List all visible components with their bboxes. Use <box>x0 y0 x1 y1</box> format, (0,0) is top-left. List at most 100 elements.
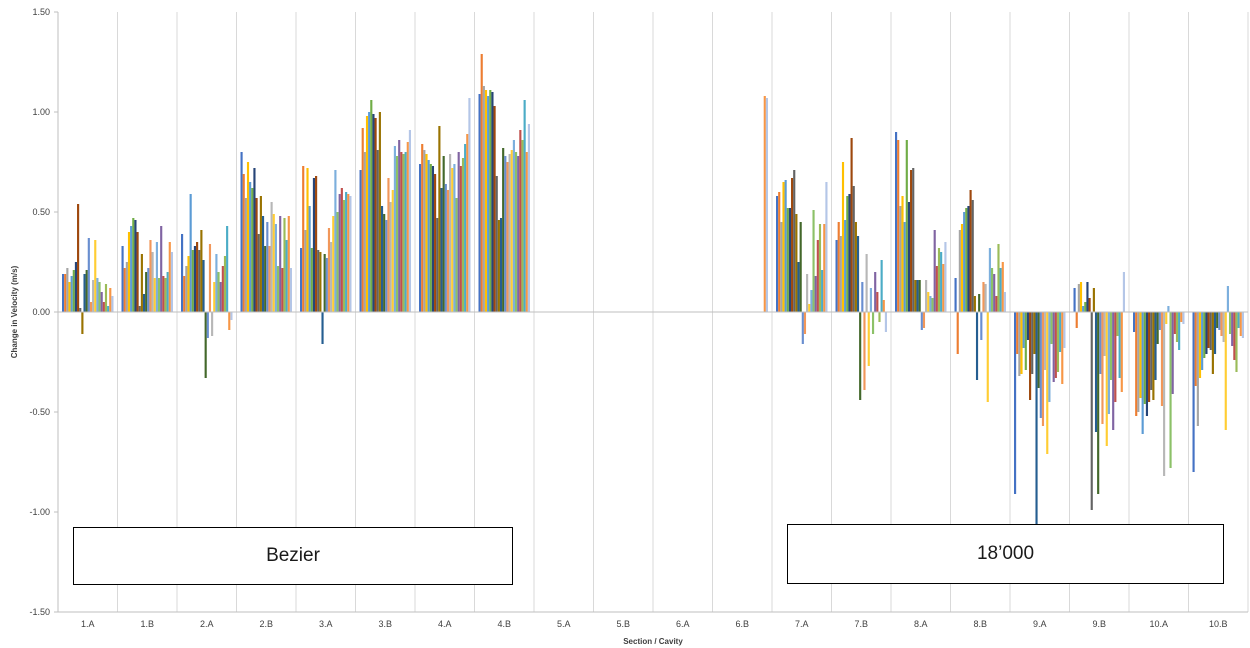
bar <box>1092 288 1095 312</box>
bar <box>162 276 165 312</box>
bar <box>157 278 161 312</box>
bar <box>230 312 233 320</box>
bar <box>160 226 163 312</box>
bar <box>521 140 524 312</box>
bar <box>1152 312 1155 400</box>
bar <box>491 92 494 312</box>
bar <box>164 278 167 312</box>
bar <box>1203 312 1206 358</box>
bar <box>765 98 768 312</box>
bar <box>1003 292 1006 312</box>
bar <box>922 312 926 328</box>
bar <box>1148 312 1151 402</box>
bar <box>389 202 392 312</box>
bar <box>393 146 396 312</box>
bar <box>1059 312 1062 352</box>
bar <box>482 86 485 312</box>
bar <box>1112 312 1115 430</box>
bar <box>907 202 911 312</box>
bar <box>183 276 186 312</box>
bar <box>1050 312 1053 344</box>
bar <box>132 218 135 312</box>
bar <box>1216 312 1219 328</box>
bar <box>107 306 110 312</box>
bar <box>942 264 945 312</box>
x-tick-label: 6.A <box>676 619 690 629</box>
bar <box>327 228 331 312</box>
bar <box>92 280 95 312</box>
bar <box>1041 312 1045 426</box>
bar <box>226 226 229 312</box>
bar <box>1031 312 1034 374</box>
bar <box>931 298 934 312</box>
bar <box>910 170 913 312</box>
bar <box>300 248 303 312</box>
tick-labels: -1.50 -1.00 -0.50 0.00 0.50 1.00 1.50 1.A 1.B 2.A… <box>29 7 1227 629</box>
bar <box>155 242 158 312</box>
bar <box>776 196 779 312</box>
bar <box>1235 312 1238 372</box>
bar <box>181 234 184 312</box>
bar <box>986 312 989 402</box>
bar <box>340 188 343 312</box>
bar <box>1029 312 1032 400</box>
bar <box>147 268 150 312</box>
bar <box>385 220 388 312</box>
bar <box>897 140 900 312</box>
bar <box>1084 302 1087 312</box>
bar <box>72 270 75 312</box>
x-tick-label: 2.A <box>200 619 214 629</box>
bar <box>975 312 979 380</box>
bar <box>342 200 346 312</box>
bar <box>1192 312 1195 472</box>
bar <box>874 272 877 312</box>
bar <box>497 220 500 312</box>
bar <box>1044 312 1047 370</box>
bar <box>510 150 513 312</box>
bar <box>96 278 99 312</box>
bar <box>361 128 364 312</box>
bar <box>372 114 375 312</box>
bar <box>944 242 947 312</box>
bar <box>527 124 530 312</box>
bar <box>406 142 409 312</box>
bar <box>334 170 337 312</box>
bar <box>370 100 373 312</box>
bar <box>228 312 231 330</box>
bar <box>1222 312 1225 342</box>
bar <box>391 190 394 312</box>
x-tick-label: 5.B <box>616 619 630 629</box>
bar <box>967 206 970 312</box>
bar <box>852 186 855 312</box>
x-tick-label: 9.A <box>1033 619 1047 629</box>
bar <box>1046 312 1049 454</box>
bar <box>189 194 192 312</box>
bar <box>100 292 103 312</box>
bar <box>102 302 105 312</box>
bar <box>1109 312 1113 380</box>
bar <box>799 222 802 312</box>
bar <box>480 54 483 312</box>
bar <box>255 198 258 312</box>
bar <box>803 312 807 334</box>
bar <box>206 312 209 338</box>
bar <box>289 268 292 312</box>
bar <box>251 188 254 312</box>
bar <box>478 94 481 312</box>
bar <box>383 214 386 312</box>
bar <box>984 284 987 312</box>
bar <box>1241 312 1244 338</box>
bar <box>514 152 518 312</box>
bar <box>899 206 902 312</box>
bar <box>317 250 320 312</box>
bar <box>499 218 503 312</box>
bar <box>1158 312 1161 330</box>
bar <box>1116 312 1119 336</box>
bar <box>185 266 188 312</box>
bar <box>806 274 809 312</box>
bar <box>459 166 462 312</box>
bar <box>1165 312 1168 324</box>
bar <box>1169 312 1172 468</box>
bar <box>786 208 789 312</box>
bar <box>83 274 86 312</box>
